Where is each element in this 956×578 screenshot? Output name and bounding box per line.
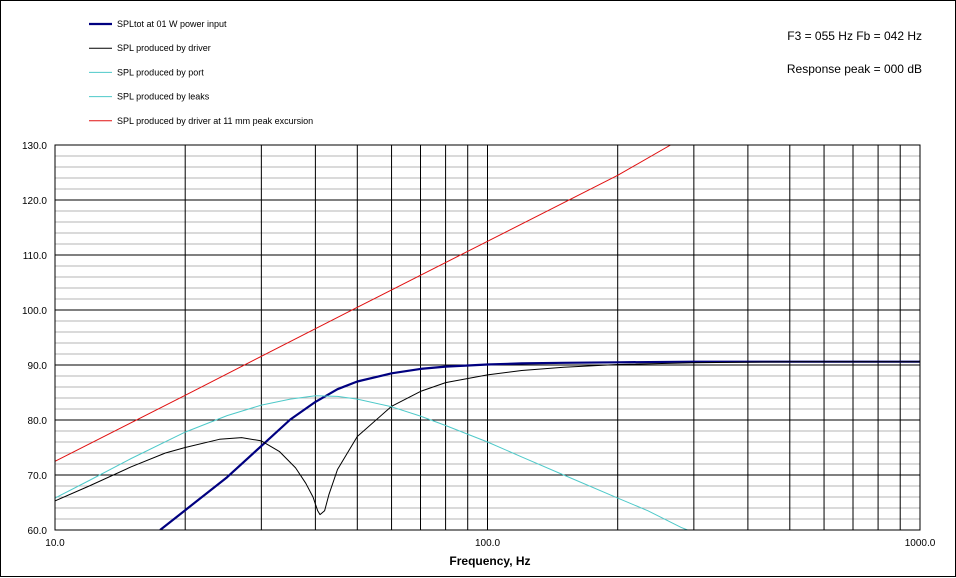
f3-fb-annotation: F3 = 055 Hz Fb = 042 Hz — [787, 29, 922, 43]
x-tick-label: 100.0 — [475, 538, 500, 549]
plot-border — [54, 144, 921, 531]
y-tick-label: 80.0 — [28, 416, 48, 427]
y-tick-label: 70.0 — [28, 471, 48, 482]
series-line-spl-produced-by-driver — [55, 361, 920, 516]
series-line-spl-produced-by-port — [55, 395, 688, 530]
response-peak-annotation: Response peak = 000 dB — [787, 62, 922, 76]
legend-label: SPL produced by driver — [117, 43, 211, 53]
series-layer — [55, 145, 920, 530]
series-line-spltot-at-01-w-power-input — [159, 360, 920, 530]
y-tick-label: 100.0 — [22, 306, 47, 317]
y-tick-label: 90.0 — [28, 361, 48, 372]
tick-labels: 60.0 70.0 80.0 90.0 100.0 110.0 120.0 130.0 10.0… — [22, 141, 936, 549]
legend: SPLtot at 01 W power input SPL produced b… — [89, 19, 313, 126]
legend-label: SPLtot at 01 W power input — [117, 19, 227, 29]
x-tick-label: 10.0 — [45, 538, 65, 549]
y-tick-label: 60.0 — [28, 526, 48, 537]
x-tick-label: 1000.0 — [905, 538, 936, 549]
legend-label: SPL produced by leaks — [117, 92, 210, 102]
legend-label: SPL produced by port — [117, 67, 204, 77]
grid — [55, 145, 920, 530]
y-tick-label: 110.0 — [23, 251, 48, 262]
x-axis-label: Frequency, Hz — [449, 554, 530, 568]
legend-label: SPL produced by driver at 11 mm peak exc… — [117, 116, 313, 126]
y-tick-label: 120.0 — [22, 196, 47, 207]
y-tick-label: 130.0 — [22, 141, 47, 152]
series-line-spl-produced-by-driver-at-11-mm-peak-excursion — [55, 145, 671, 462]
